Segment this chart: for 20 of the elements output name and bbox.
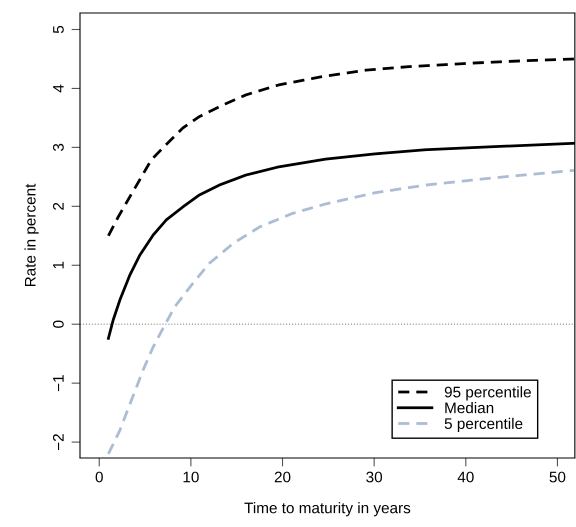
x-tick-label: 20	[274, 472, 290, 482]
y-tick-label: −2	[52, 434, 64, 450]
y-axis-title: Rate in percent	[24, 184, 39, 286]
x-tick-label: 40	[458, 472, 474, 482]
y-tick-label: 4	[53, 84, 64, 92]
y-tick-label: −1	[53, 375, 64, 392]
y-tick-label: 0	[52, 320, 64, 328]
x-axis-title: Time to maturity in years	[244, 502, 410, 516]
line-series	[107, 168, 575, 456]
y-tick-label: 5	[53, 26, 64, 34]
x-tick-label: 30	[366, 472, 382, 482]
x-tick-label: 0	[96, 472, 103, 482]
x-tick-label: 50	[550, 472, 566, 482]
legend-label: 5 percentile	[444, 418, 522, 432]
legend-label: 95 percentile	[444, 386, 531, 400]
y-tick-label: 2	[52, 202, 64, 210]
x-tick-label: 10	[184, 472, 199, 482]
legend-label: Median	[445, 402, 494, 414]
y-tick-label: 3	[52, 144, 64, 152]
y-tick-label: 1	[53, 262, 64, 268]
